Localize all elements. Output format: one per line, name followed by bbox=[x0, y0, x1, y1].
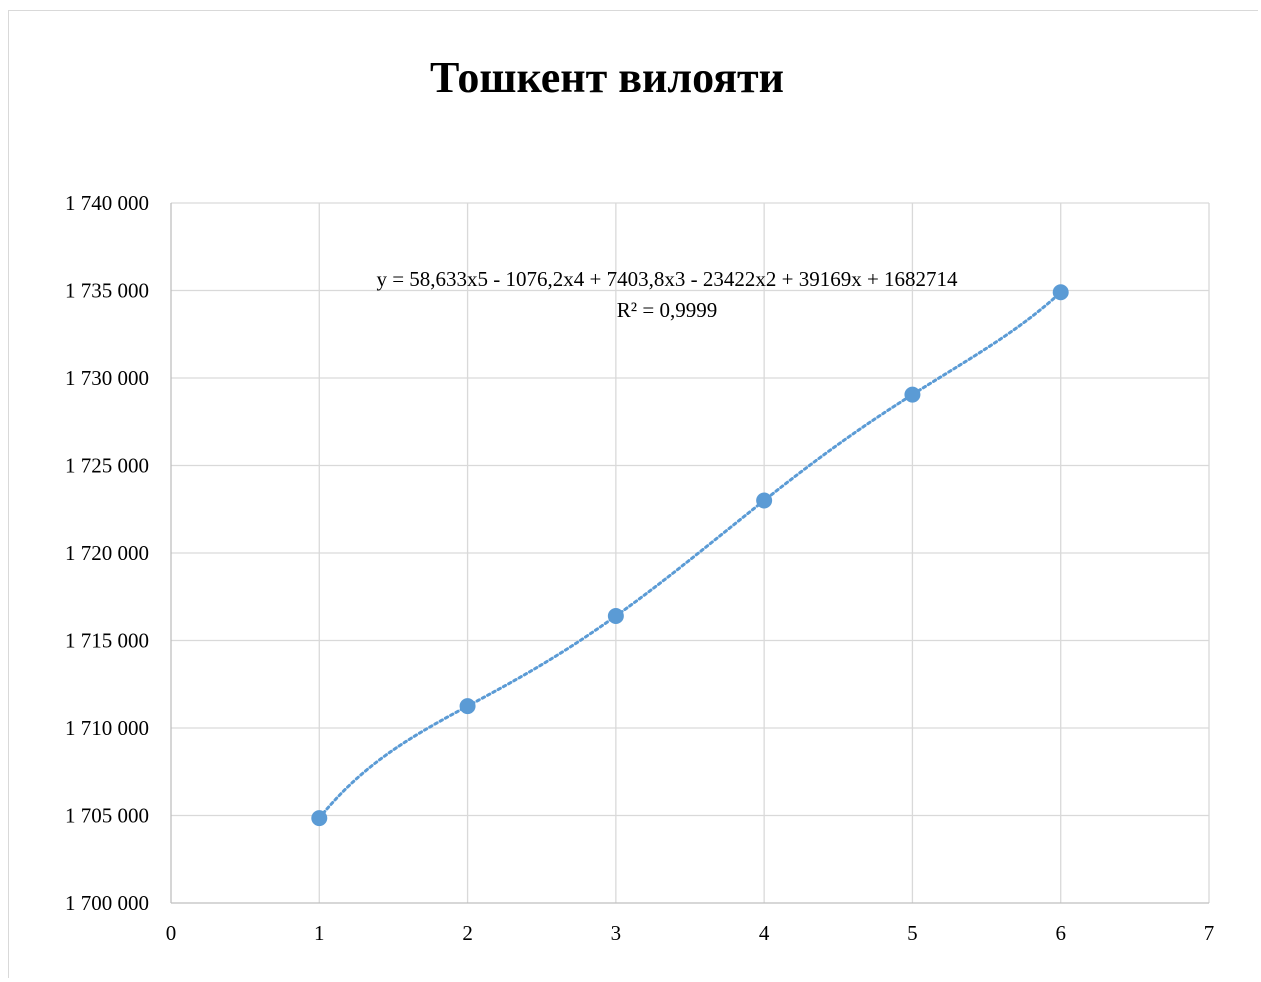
data-point bbox=[904, 386, 921, 403]
x-tick-label: 6 bbox=[1055, 921, 1066, 945]
y-tick-label: 1 730 000 bbox=[65, 366, 149, 390]
trendline-equation: y = 58,633x5 - 1076,2x4 + 7403,8x3 - 234… bbox=[376, 267, 958, 291]
trendline bbox=[317, 290, 1063, 820]
y-tick-label: 1 725 000 bbox=[65, 454, 149, 478]
chart-title: Тошкент вилояти bbox=[430, 53, 784, 102]
y-tick-label: 1 705 000 bbox=[65, 804, 149, 828]
x-tick-label: 2 bbox=[462, 921, 473, 945]
y-tick-label: 1 710 000 bbox=[65, 716, 149, 740]
data-point bbox=[756, 492, 773, 509]
trendline-curve bbox=[317, 290, 1063, 820]
x-tick-label: 5 bbox=[907, 921, 918, 945]
data-point bbox=[607, 608, 624, 624]
y-tick-label: 1 700 000 bbox=[65, 891, 149, 915]
trendline-r-squared: R² = 0,9999 bbox=[617, 298, 717, 322]
data-point bbox=[459, 698, 476, 715]
axes bbox=[170, 203, 1209, 904]
data-point bbox=[1052, 284, 1069, 301]
y-tick-label: 1 740 000 bbox=[65, 191, 149, 215]
y-tick-label: 1 720 000 bbox=[65, 541, 149, 565]
y-tick-label: 1 715 000 bbox=[65, 629, 149, 653]
x-tick-label: 4 bbox=[759, 921, 770, 945]
x-tick-label: 3 bbox=[611, 921, 622, 945]
x-tick-label: 1 bbox=[314, 921, 325, 945]
gridlines bbox=[171, 202, 1210, 903]
y-tick-label: 1 735 000 bbox=[65, 279, 149, 303]
data-points bbox=[311, 284, 1069, 827]
tick-labels: 0 1 2 3 4 5 6 7 1 700 000 1 705 000 1 710 000 1 715… bbox=[65, 191, 1214, 945]
chart-area bbox=[8, 10, 1258, 978]
x-tick-label: 7 bbox=[1204, 921, 1215, 945]
x-tick-label: 0 bbox=[166, 921, 177, 945]
data-point bbox=[311, 810, 328, 827]
